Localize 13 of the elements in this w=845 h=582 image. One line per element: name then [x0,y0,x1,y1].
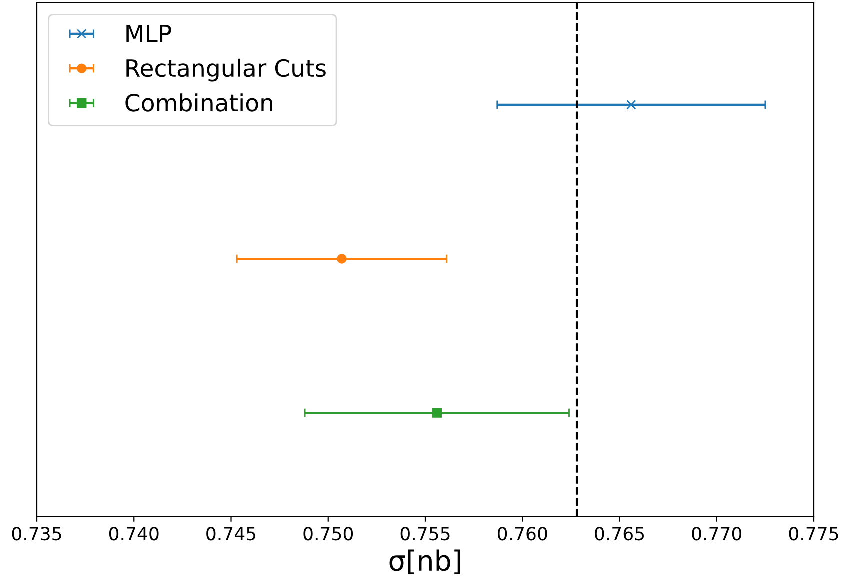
x-tick-label: 0.740 [109,527,159,541]
legend-label: Combination [126,94,272,112]
legend-label: Rectangular Cuts [126,58,326,82]
x-tick-label: 0.770 [692,527,742,541]
x-tick-label: 0.755 [400,527,450,541]
x-tick-label: 0.775 [789,527,838,541]
x-tick-label: 0.765 [595,527,644,541]
legend-label: MLP [126,24,172,42]
x-axis-title: σ[nb] [390,550,460,575]
x-tick-label: 0.750 [304,527,354,541]
x-tick-label: 0.745 [206,527,256,541]
x-tick-label: 0.760 [498,527,548,541]
x-tick-label: 0.735 [12,527,62,541]
